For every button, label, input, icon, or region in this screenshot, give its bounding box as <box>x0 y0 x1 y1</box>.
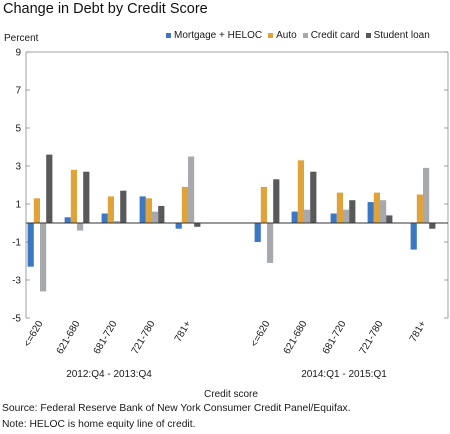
bar <box>304 209 311 223</box>
y-tick-label: -1 <box>12 238 21 249</box>
heloc-note: Note: HELOC is home equity line of credi… <box>2 419 196 430</box>
y-tick-label: -3 <box>12 276 21 287</box>
bar <box>46 154 53 223</box>
x-tick-label: 721-780 <box>130 319 158 357</box>
x-tick-label: 781+ <box>173 319 194 344</box>
legend-label-mortgage: Mortgage + HELOC <box>174 30 263 41</box>
y-tick-label: 9 <box>15 48 21 59</box>
bar <box>254 223 261 242</box>
bar <box>380 200 387 223</box>
x-tick-label: 681-720 <box>92 319 120 357</box>
bar <box>33 198 40 223</box>
x-tick-label: <=620 <box>22 319 46 349</box>
bar <box>349 200 356 223</box>
bar <box>330 213 337 223</box>
bar <box>416 194 423 223</box>
bar <box>158 205 165 223</box>
y-tick-label: -5 <box>12 314 21 325</box>
bar <box>64 217 71 223</box>
x-tick-label: 621-680 <box>282 319 310 357</box>
bar <box>139 196 146 223</box>
x-tick-label: 621-680 <box>55 319 83 357</box>
bar <box>336 192 343 223</box>
bar <box>114 221 121 223</box>
x-tick-label: 681-720 <box>321 319 349 357</box>
source-note: Source: Federal Reserve Bank of New York… <box>2 403 351 414</box>
y-tick-label: 5 <box>15 124 21 135</box>
bar <box>386 215 393 223</box>
bar <box>107 196 114 223</box>
bar <box>367 202 374 223</box>
legend-item-student-loan: Student loan <box>365 30 430 41</box>
x-axis-label: Credit score <box>204 389 258 400</box>
bar <box>373 192 380 223</box>
legend-label-credit-card: Credit card <box>310 30 360 41</box>
y-tick-label: 7 <box>15 86 21 97</box>
bar <box>291 211 298 223</box>
bar <box>77 223 84 231</box>
x-tick-label: 721-780 <box>358 319 386 357</box>
legend-item-mortgage: Mortgage + HELOC <box>166 30 262 41</box>
bar <box>343 209 350 223</box>
legend-swatch-credit-card <box>302 33 308 38</box>
bar <box>410 223 417 250</box>
bar <box>181 186 188 223</box>
bar <box>70 169 77 223</box>
bar <box>310 171 317 223</box>
x-tick-label: <=620 <box>249 319 273 349</box>
bar <box>27 223 34 267</box>
group-label-1: 2012:Q4 - 2013:Q4 <box>66 369 152 380</box>
bar <box>429 223 436 229</box>
bar <box>188 156 195 223</box>
legend-label-auto: Auto <box>276 30 297 41</box>
bar <box>194 223 201 227</box>
legend-item-credit-card: Credit card <box>302 30 360 41</box>
y-tick-label: 1 <box>15 200 21 211</box>
bar <box>267 223 274 263</box>
bar <box>175 223 182 229</box>
legend-swatch-auto <box>268 33 274 38</box>
bar <box>101 213 108 223</box>
x-tick-label: 781+ <box>408 319 429 344</box>
legend-label-student-loan: Student loan <box>373 30 430 41</box>
group-label-2: 2014:Q1 - 2015:Q1 <box>301 369 387 380</box>
bar <box>83 171 90 223</box>
y-tick-label: 3 <box>15 162 21 173</box>
bar <box>120 190 127 223</box>
y-axis-label: Percent <box>4 33 39 44</box>
legend: Mortgage + HELOC Auto Credit card Studen… <box>166 30 430 41</box>
bar <box>145 198 152 223</box>
bar <box>423 167 430 223</box>
legend-item-auto: Auto <box>268 30 297 41</box>
chart-title: Change in Debt by Credit Score <box>3 1 208 17</box>
bar <box>297 160 304 223</box>
bar <box>273 179 280 223</box>
bar <box>152 211 159 223</box>
bar <box>260 186 267 223</box>
legend-swatch-student-loan <box>365 33 371 38</box>
bar <box>40 223 47 292</box>
legend-swatch-mortgage <box>166 33 171 38</box>
